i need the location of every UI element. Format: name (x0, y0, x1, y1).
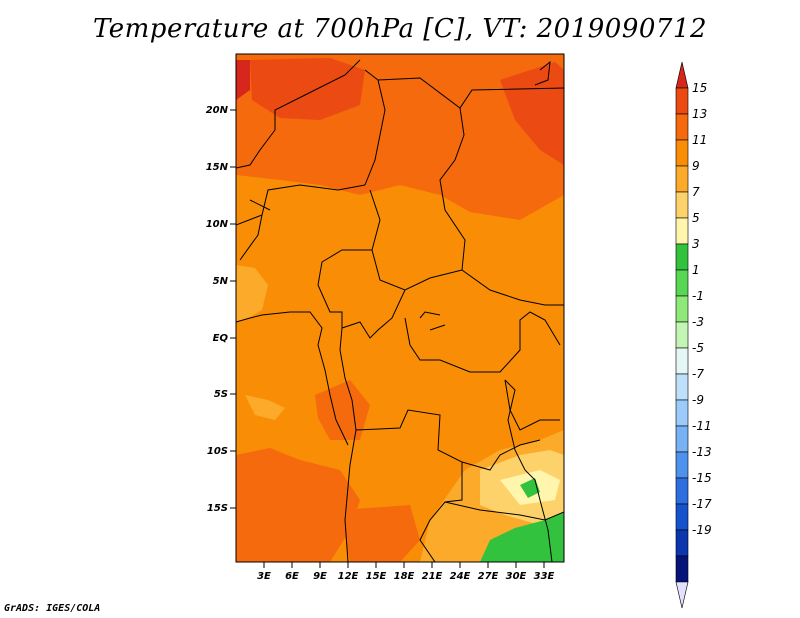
lon-label: 33E (534, 571, 555, 582)
colorbar-segment (675, 529, 689, 557)
lat-label: 10N (206, 219, 229, 230)
colorbar-label: -3 (692, 315, 704, 329)
colorbar-label: 9 (692, 159, 700, 173)
credit-text: GrADS: IGES/COLA (4, 603, 101, 614)
lon-label: 30E (506, 571, 527, 582)
map-frame (235, 53, 565, 563)
lon-label: 18E (394, 571, 415, 582)
lat-label: EQ (213, 333, 229, 344)
colorbar-label: 5 (692, 211, 700, 225)
colorbar-segment (675, 477, 689, 505)
colorbar-segment (675, 113, 689, 141)
colorbar-segment (675, 165, 689, 193)
colorbar-label: -7 (692, 367, 704, 381)
colorbar-label: -15 (692, 471, 712, 485)
lat-label: 15S (207, 503, 228, 514)
colorbar-segment (675, 503, 689, 531)
lat-label: 15N (206, 162, 229, 173)
lat-label: 20N (206, 105, 229, 116)
lat-label: 10S (207, 446, 228, 457)
colorbar-arrow-bottom (675, 581, 689, 609)
colorbar-segment (675, 347, 689, 375)
colorbar-segment (675, 217, 689, 245)
colorbar-segment (675, 139, 689, 167)
lon-label: 6E (285, 571, 299, 582)
lat-label: 5N (213, 276, 229, 287)
longitude-axis: 3E 6E 9E 12E 15E 18E 21E 24E 27E 30E 33E (257, 562, 555, 582)
colorbar-label: -5 (692, 341, 704, 355)
colorbar-segment (675, 87, 689, 115)
colorbar-label: -17 (692, 497, 712, 511)
lon-label: 12E (338, 571, 359, 582)
colorbar-segment (675, 269, 689, 297)
colorbar-segment (675, 451, 689, 479)
colorbar-arrow-top (675, 61, 689, 89)
colorbar-label: 1 (692, 263, 700, 277)
colorbar-segment (675, 191, 689, 219)
lon-label: 21E (422, 571, 443, 582)
lon-label: 3E (257, 571, 271, 582)
colorbar-segment (675, 425, 689, 453)
colorbar-label: 11 (692, 133, 707, 147)
colorbar-label: -11 (692, 419, 712, 433)
colorbar-label: 7 (692, 185, 700, 199)
plot-title: Temperature at 700hPa [C], VT: 201909071… (92, 14, 708, 44)
colorbar-label: 15 (692, 81, 707, 95)
colorbar-label: -19 (692, 523, 712, 537)
latitude-axis: 20N 15N 10N 5N EQ 5S 10S 15S (206, 105, 236, 514)
country-borders (236, 59, 564, 562)
lon-label: 9E (313, 571, 327, 582)
lat-label: 5S (214, 389, 228, 400)
lon-label: 15E (366, 571, 387, 582)
colorbar-label: -13 (692, 445, 712, 459)
colorbar-segment (675, 373, 689, 401)
temperature-field (236, 54, 564, 562)
colorbar-segment (675, 295, 689, 323)
colorbar-segment (675, 399, 689, 427)
lon-label: 24E (450, 571, 471, 582)
colorbar-segment (675, 243, 689, 271)
colorbar-label: 3 (692, 237, 700, 251)
colorbar-segment (675, 321, 689, 349)
colorbar (675, 61, 689, 609)
lon-label: 27E (478, 571, 499, 582)
colorbar-segment (675, 555, 689, 583)
colorbar-label: -1 (692, 289, 704, 303)
colorbar-label: -9 (692, 393, 704, 407)
colorbar-label: 13 (692, 107, 707, 121)
colorbar-labels: 15 13 11 9 7 5 3 1 -1 -3 -5 -7 -9 -11 -1… (692, 81, 712, 537)
